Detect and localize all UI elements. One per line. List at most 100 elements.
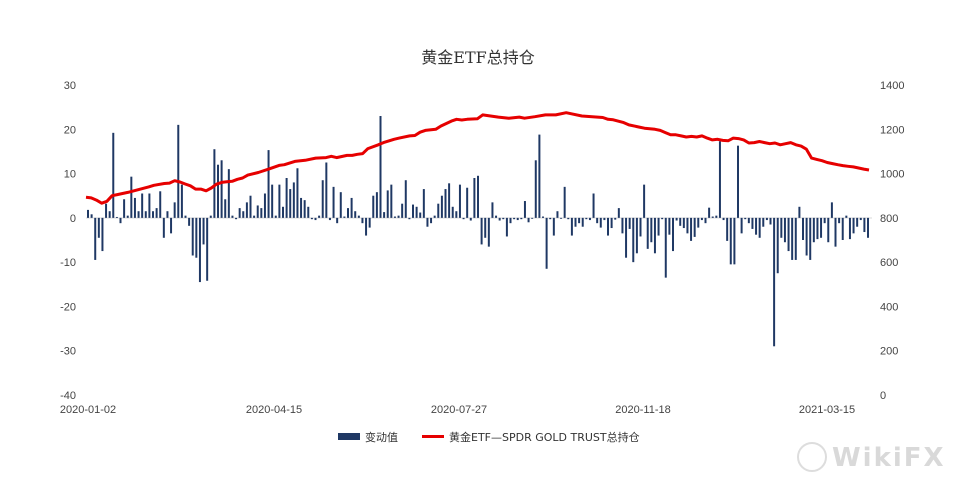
bar (343, 216, 346, 218)
bar (372, 195, 375, 218)
bar (206, 217, 209, 281)
bar (704, 217, 707, 224)
bar (217, 164, 219, 218)
x-tick-label: 2021-03-15 (799, 404, 855, 416)
bar (664, 217, 667, 278)
bar (137, 211, 140, 218)
bar (253, 215, 256, 218)
bar (690, 217, 693, 241)
y-left-tick-label: -30 (60, 346, 76, 358)
bar (263, 193, 266, 218)
bar (816, 217, 819, 240)
bar (202, 217, 205, 245)
watermark-logo-icon (797, 442, 827, 472)
bar (830, 202, 833, 218)
bar (495, 215, 498, 218)
bar (599, 217, 602, 228)
bar (794, 217, 797, 260)
bar (415, 206, 418, 218)
y-left-tick-label: -10 (60, 257, 76, 269)
bar (570, 217, 573, 236)
bar (798, 206, 801, 218)
bar (617, 208, 620, 218)
bar (455, 211, 458, 218)
bar (87, 209, 89, 218)
y-left-tick-label: 0 (70, 213, 76, 225)
bar (823, 217, 826, 224)
bar (155, 208, 158, 218)
bar (90, 214, 93, 218)
bar (596, 217, 599, 224)
bar (531, 217, 534, 219)
bar (419, 212, 422, 218)
bar (300, 197, 303, 218)
legend-label-bar: 变动值 (365, 430, 398, 444)
legend-swatch-line (422, 435, 444, 438)
watermark: WikiFX (797, 442, 946, 473)
bar (549, 217, 552, 220)
bar (657, 217, 660, 236)
bar (520, 217, 523, 220)
bar (213, 149, 216, 218)
bar (556, 211, 559, 218)
bar (776, 217, 779, 274)
bar (527, 217, 530, 223)
bar (700, 217, 703, 221)
bar (97, 217, 100, 238)
bar (480, 217, 483, 245)
y-right-tick-label: 200 (880, 346, 898, 358)
y-left-tick-label: -40 (60, 390, 76, 402)
bar (365, 217, 368, 236)
bar (101, 217, 104, 252)
bar (278, 184, 281, 218)
bar (321, 180, 324, 218)
bar (523, 201, 526, 218)
bar (621, 217, 624, 234)
bar (693, 217, 696, 237)
watermark-text: WikiFX (832, 443, 946, 473)
bar (567, 217, 570, 220)
bar (780, 217, 783, 238)
bar (347, 208, 349, 218)
x-tick-label: 2020-11-18 (615, 404, 670, 416)
bar (513, 217, 516, 220)
bar (686, 217, 689, 234)
bar (643, 184, 646, 218)
bar (668, 217, 671, 235)
bar (466, 187, 469, 218)
bar (209, 215, 212, 218)
bar (271, 184, 274, 218)
bar (220, 160, 223, 218)
bar (733, 217, 736, 265)
bar (235, 217, 238, 220)
bar (430, 217, 433, 224)
bar (375, 192, 378, 218)
y-axis-right: 1400 1200 1000 800 600 400 200 0 (880, 80, 904, 402)
bar (361, 217, 364, 224)
bar (805, 217, 808, 256)
bar (437, 203, 440, 218)
bar (628, 217, 631, 229)
bar (838, 217, 841, 224)
bar (170, 217, 173, 234)
bar (751, 217, 754, 229)
bar (867, 217, 869, 238)
legend-label-line: 黄金ETF—SPDR GOLD TRUST总持仓 (449, 430, 640, 444)
bar (845, 215, 848, 218)
bar (148, 193, 151, 218)
bar (285, 178, 288, 218)
bar (177, 124, 180, 218)
bar (336, 217, 339, 224)
bar (812, 217, 815, 243)
bar (404, 180, 407, 218)
bar (249, 195, 252, 218)
bar (393, 216, 396, 218)
bar (397, 215, 400, 218)
bar (159, 191, 162, 218)
bar (141, 193, 144, 218)
bar (328, 217, 331, 221)
bar (802, 217, 804, 240)
bar (588, 217, 591, 221)
bar (184, 215, 187, 218)
bar (740, 217, 743, 234)
